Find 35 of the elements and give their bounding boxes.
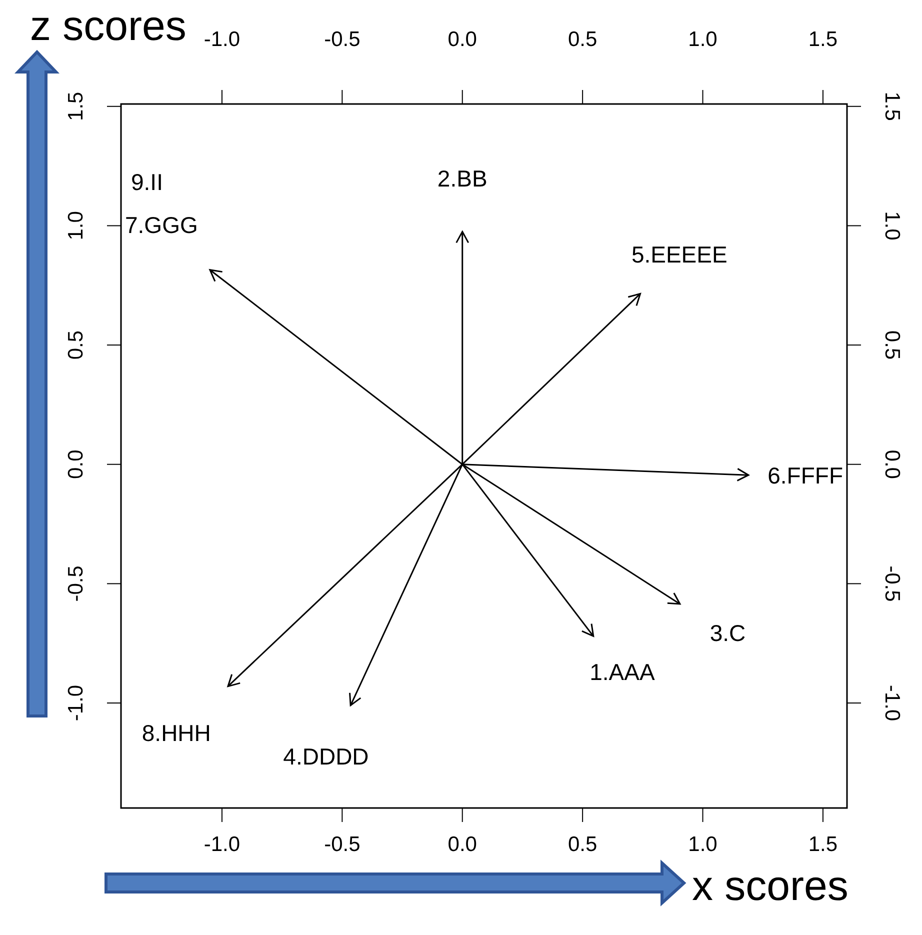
x2-tick-label: 0.0 <box>448 28 477 51</box>
y2-tick-label: 1.0 <box>880 211 904 240</box>
series-label: 7.GGG <box>125 212 198 238</box>
y2-tick-label: 0.5 <box>880 330 904 360</box>
series-label: 1.AAA <box>590 659 656 686</box>
y2-tick-label: -1.0 <box>880 684 904 722</box>
y-tick-label: 0.5 <box>64 330 88 360</box>
x-tick-label: 1.5 <box>808 832 838 856</box>
x2-tick-label: 1.0 <box>688 28 718 51</box>
x-axis-title: x scores <box>692 862 848 909</box>
y-axis-title: z scores <box>30 2 186 49</box>
x-tick-label: 0.5 <box>568 832 598 856</box>
x-tick-label: -1.0 <box>204 832 240 856</box>
series-label: 8.HHH <box>142 720 211 746</box>
x-tick-label: -0.5 <box>324 832 360 856</box>
text: 2.BB <box>437 166 488 192</box>
y-tick-label: -0.5 <box>64 566 88 602</box>
x2-tick-label: 0.5 <box>568 28 598 51</box>
x2-tick-label: -0.5 <box>324 28 360 51</box>
annotation: 9.II <box>131 169 163 196</box>
y2-tick-label: 0.0 <box>880 450 904 479</box>
y-tick-label: -1.0 <box>64 684 88 722</box>
series-label: 5.EEEEE <box>631 241 728 268</box>
y-tick-label: 1.0 <box>64 211 88 240</box>
x-tick-label: 1.0 <box>688 832 718 856</box>
x2-tick-label: -1.0 <box>204 28 240 51</box>
y2-tick-label: 1.5 <box>880 92 904 121</box>
y-tick-label: 1.5 <box>64 92 88 121</box>
y2-tick-label: -0.5 <box>880 566 904 602</box>
x-tick-label: 0.0 <box>448 832 477 856</box>
x2-tick-label: 1.5 <box>808 28 838 51</box>
series-label: 6.FFFF <box>768 462 843 489</box>
series-label: 3.C <box>710 620 746 646</box>
y-tick-label: 0.0 <box>64 450 88 479</box>
series-label: 4.DDDD <box>283 743 369 770</box>
